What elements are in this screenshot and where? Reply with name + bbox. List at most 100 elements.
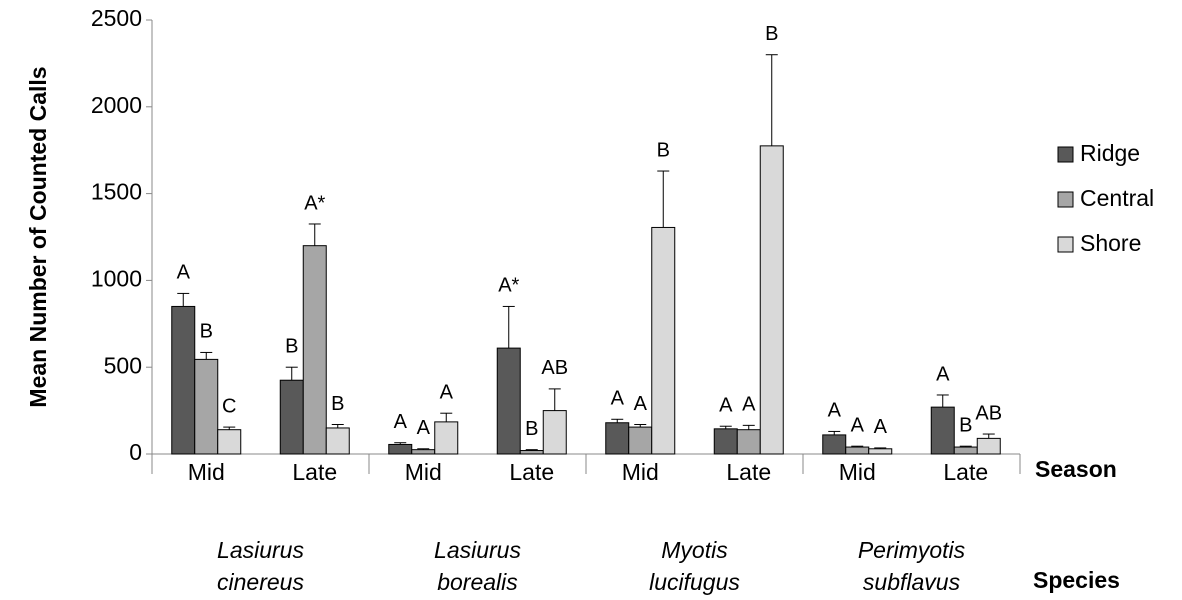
error-bar bbox=[525, 449, 538, 451]
significance-letter: A bbox=[177, 262, 191, 284]
error-bar bbox=[611, 418, 624, 423]
error-bar bbox=[548, 388, 561, 411]
legend-label: Central bbox=[1080, 185, 1154, 211]
bar bbox=[930, 406, 955, 455]
bar bbox=[845, 446, 870, 455]
significance-letter: B bbox=[657, 139, 670, 161]
bar bbox=[736, 429, 761, 455]
bar bbox=[519, 450, 544, 455]
bar bbox=[194, 358, 219, 455]
bar bbox=[434, 421, 459, 455]
x-tick-label: Late bbox=[943, 459, 988, 485]
bar bbox=[411, 449, 436, 455]
significance-letter: B bbox=[200, 321, 213, 343]
error-bar bbox=[177, 292, 190, 307]
y-tick-label: 2500 bbox=[91, 5, 142, 31]
bar bbox=[868, 448, 893, 455]
error-bar bbox=[440, 412, 453, 422]
error-bar bbox=[502, 305, 515, 349]
error-bar bbox=[285, 366, 298, 381]
species-name: Perimyotis subflavus bbox=[858, 537, 966, 595]
y-axis-title: Mean Number of Counted Calls bbox=[25, 66, 51, 407]
species-name-line: Lasiurus bbox=[434, 537, 521, 563]
x-tick-label: Mid bbox=[405, 459, 442, 485]
significance-letter: B bbox=[525, 418, 538, 440]
error-bar bbox=[874, 447, 887, 449]
error-bar bbox=[982, 433, 995, 439]
error-bar bbox=[417, 448, 430, 450]
significance-letter: A bbox=[828, 400, 842, 422]
species-label: Species bbox=[1033, 567, 1120, 593]
species-name-line: borealis bbox=[437, 569, 518, 595]
error-bar bbox=[742, 424, 755, 430]
significance-letter: A* bbox=[498, 275, 519, 297]
error-bar bbox=[200, 351, 213, 360]
legend-swatch bbox=[1057, 191, 1074, 208]
bar bbox=[542, 410, 567, 455]
error-bar bbox=[394, 442, 407, 445]
significance-letter: A bbox=[742, 394, 756, 416]
bar bbox=[759, 145, 784, 455]
x-tick-label: Late bbox=[292, 459, 337, 485]
x-tick-label: Mid bbox=[839, 459, 876, 485]
error-bar bbox=[851, 445, 864, 448]
y-tick-label: 500 bbox=[104, 352, 142, 378]
bar bbox=[713, 428, 738, 455]
error-bar bbox=[828, 430, 841, 435]
significance-letter: B bbox=[765, 23, 778, 45]
species-name-line: Myotis bbox=[661, 537, 728, 563]
error-bar bbox=[657, 170, 670, 228]
species-name: Myotis lucifugus bbox=[649, 537, 740, 595]
error-bar bbox=[634, 423, 647, 428]
error-bar bbox=[719, 425, 732, 429]
bar bbox=[628, 426, 653, 455]
bar bbox=[325, 427, 350, 455]
species-name-line: Lasiurus bbox=[217, 537, 304, 563]
bar bbox=[953, 446, 978, 455]
significance-letter: A* bbox=[304, 192, 325, 214]
significance-letter: A bbox=[936, 363, 950, 385]
species-name-line: Perimyotis bbox=[858, 537, 966, 563]
significance-letter: AB bbox=[975, 402, 1002, 424]
error-bar bbox=[936, 394, 949, 408]
y-tick-label: 1500 bbox=[91, 179, 142, 205]
species-name-line: lucifugus bbox=[649, 569, 740, 595]
y-tick-label: 2000 bbox=[91, 92, 142, 118]
significance-letter: A bbox=[874, 416, 888, 438]
x-tick-label: Mid bbox=[622, 459, 659, 485]
season-label: Season bbox=[1035, 456, 1117, 482]
legend-label: Shore bbox=[1080, 230, 1141, 256]
error-bar bbox=[765, 54, 778, 146]
significance-letter: AB bbox=[541, 357, 568, 379]
significance-letter: A bbox=[851, 414, 865, 436]
bar bbox=[496, 347, 521, 455]
bar bbox=[279, 379, 304, 455]
significance-letter: B bbox=[959, 414, 972, 436]
y-tick-label: 1000 bbox=[91, 265, 142, 291]
x-tick-label: Late bbox=[509, 459, 554, 485]
significance-letter: A bbox=[440, 381, 454, 403]
significance-letter: A bbox=[394, 411, 408, 433]
error-bar bbox=[959, 445, 972, 448]
species-name-line: subflavus bbox=[863, 569, 961, 595]
bar bbox=[822, 434, 847, 455]
significance-letter: A bbox=[417, 417, 431, 439]
significance-letter: B bbox=[285, 335, 298, 357]
bar bbox=[302, 245, 327, 455]
error-bar bbox=[223, 426, 236, 430]
significance-letter: A bbox=[634, 393, 648, 415]
bar bbox=[976, 437, 1001, 455]
significance-letter: C bbox=[222, 395, 236, 417]
bar bbox=[605, 422, 630, 455]
significance-letter: B bbox=[331, 393, 344, 415]
x-tick-label: Late bbox=[726, 459, 771, 485]
y-tick-label: 0 bbox=[129, 439, 142, 465]
legend-swatch bbox=[1057, 236, 1074, 253]
bar bbox=[171, 305, 196, 455]
species-name: Lasiurus borealis bbox=[434, 537, 521, 595]
bar bbox=[651, 226, 676, 455]
error-bar bbox=[331, 423, 344, 428]
legend-label: Ridge bbox=[1080, 140, 1140, 166]
bar bbox=[217, 429, 242, 455]
